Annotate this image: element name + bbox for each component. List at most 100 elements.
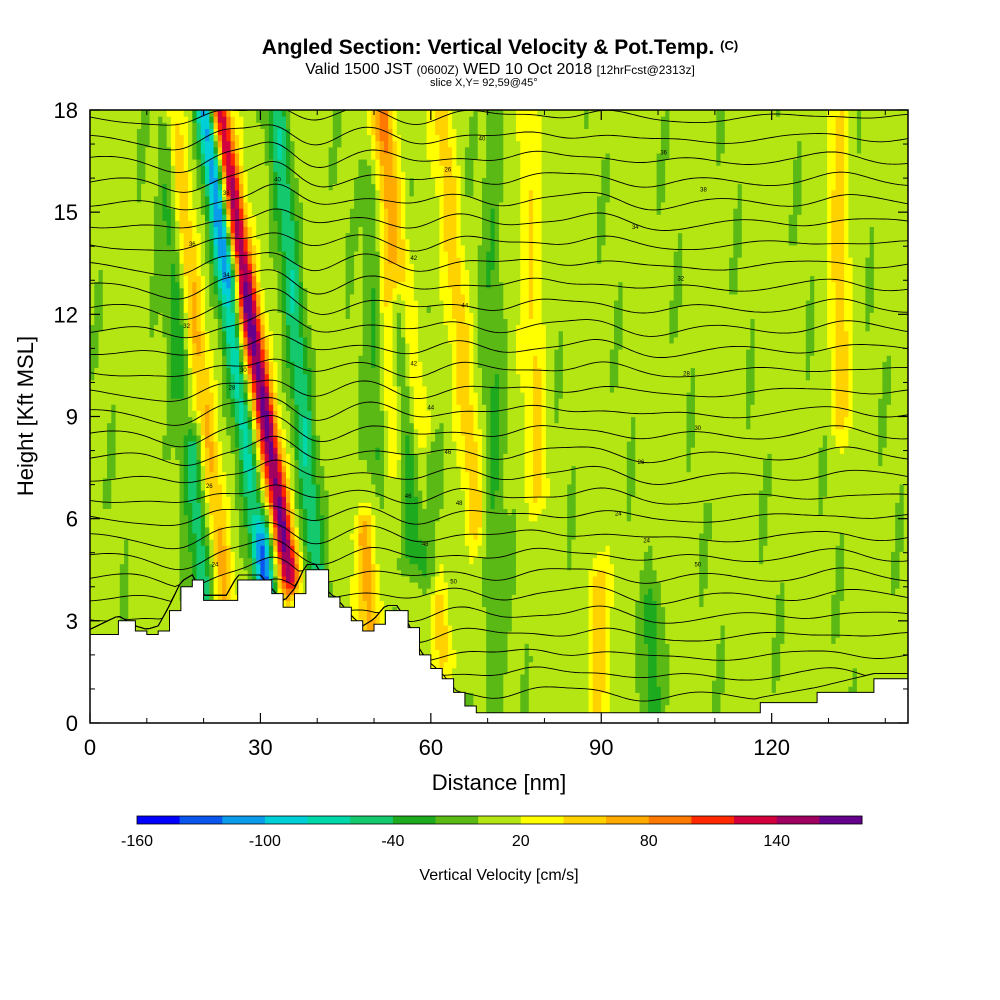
velocity-cell (264, 116, 270, 123)
velocity-cell (188, 496, 193, 503)
velocity-cell (230, 300, 236, 307)
velocity-cell (222, 251, 227, 258)
velocity-cell (273, 410, 279, 418)
velocity-cell (119, 214, 125, 221)
velocity-cell (260, 496, 266, 503)
velocity-cell (170, 238, 176, 246)
velocity-cell (158, 600, 164, 608)
velocity-cell (217, 533, 223, 540)
velocity-cell (251, 306, 257, 313)
velocity-cell (268, 134, 274, 142)
velocity-cell (205, 575, 210, 583)
velocity-cell (153, 471, 159, 479)
velocity-cell (132, 404, 138, 411)
velocity-cell (107, 459, 112, 467)
velocity-cell (268, 514, 274, 522)
velocity-cell (217, 300, 223, 307)
velocity-cell (166, 477, 172, 485)
velocity-cell (162, 612, 168, 620)
velocity-cell (128, 342, 134, 350)
velocity-cell (162, 526, 168, 534)
velocity-cell (209, 422, 215, 430)
velocity-cell (115, 496, 121, 503)
velocity-cell (243, 520, 249, 528)
velocity-cell (205, 195, 210, 203)
velocity-cell (200, 208, 206, 215)
velocity-cell (251, 220, 257, 227)
velocity-cell (141, 490, 146, 497)
velocity-cell (115, 300, 121, 307)
velocity-cell (234, 483, 240, 491)
chart-subtitle: Valid 1500 JST (0600Z) WED 10 Oct 2018 [… (0, 61, 1000, 79)
velocity-cell (200, 355, 206, 362)
velocity-cell (175, 140, 181, 148)
velocity-cell (158, 275, 164, 283)
velocity-cell (175, 447, 181, 454)
velocity-cell (243, 545, 249, 552)
velocity-cell (230, 251, 236, 258)
velocity-cell (90, 392, 95, 399)
velocity-cell (205, 477, 210, 485)
velocity-cell (153, 275, 159, 283)
velocity-cell (213, 195, 219, 203)
velocity-cell (98, 122, 104, 129)
velocity-cell (286, 453, 291, 460)
velocity-cell (141, 232, 146, 240)
velocity-cell (286, 520, 291, 528)
velocity-cell (243, 392, 249, 399)
velocity-cell (230, 238, 236, 246)
velocity-cell (247, 398, 253, 405)
velocity-cell (124, 355, 129, 362)
velocity-cell (149, 244, 155, 252)
velocity-cell (98, 208, 104, 215)
velocity-cell (200, 441, 206, 448)
velocity-cell (132, 232, 138, 240)
velocity-cell (98, 624, 104, 632)
velocity-cell (119, 300, 125, 307)
velocity-cell (281, 361, 287, 368)
velocity-cell (196, 453, 202, 460)
velocity-cell (132, 122, 138, 129)
velocity-cell (188, 410, 193, 418)
velocity-cell (209, 293, 215, 301)
velocity-cell (264, 336, 270, 344)
velocity-cell (102, 312, 108, 319)
velocity-cell (183, 159, 189, 166)
velocity-cell (298, 563, 304, 571)
velocity-cell (170, 453, 176, 460)
velocity-cell (90, 226, 95, 234)
velocity-cell (256, 385, 262, 393)
velocity-cell (192, 214, 198, 221)
velocity-cell (277, 471, 283, 479)
velocity-cell (256, 508, 262, 516)
velocity-cell (200, 392, 206, 399)
velocity-cell (128, 385, 134, 393)
velocity-cell (107, 220, 112, 227)
velocity-cell (268, 410, 274, 418)
velocity-cell (132, 226, 138, 234)
velocity-cell (188, 263, 193, 270)
velocity-cell (153, 563, 159, 571)
velocity-cell (115, 244, 121, 252)
velocity-cell (226, 447, 232, 454)
velocity-cell (217, 128, 223, 136)
velocity-cell (294, 569, 300, 577)
velocity-cell (239, 563, 244, 571)
velocity-cell (128, 520, 134, 528)
velocity-cell (205, 251, 210, 258)
velocity-cell (251, 428, 257, 436)
velocity-cell (145, 496, 151, 503)
velocity-cell (192, 404, 198, 411)
velocity-cell (260, 533, 266, 540)
velocity-cell (90, 453, 95, 460)
velocity-cell (128, 606, 134, 614)
velocity-cell (205, 287, 210, 295)
velocity-cell (281, 575, 287, 583)
velocity-cell (200, 306, 206, 313)
velocity-cell (256, 398, 262, 405)
velocity-cell (124, 300, 129, 307)
velocity-cell (264, 361, 270, 368)
velocity-cell (192, 251, 198, 258)
velocity-cell (196, 465, 202, 473)
velocity-cell (145, 244, 151, 252)
